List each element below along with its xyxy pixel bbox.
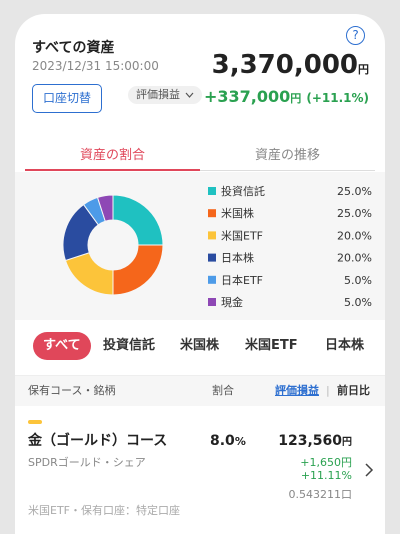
gain-value: +337,000 xyxy=(203,87,291,106)
unit: % xyxy=(234,435,246,448)
tab-underline xyxy=(25,169,200,171)
col-name: 保有コース・銘柄 xyxy=(28,384,116,397)
col-daily[interactable]: 前日比 xyxy=(337,384,370,397)
holding-gain: +1,650円 xyxy=(300,456,352,469)
legend-swatch xyxy=(208,275,216,284)
gain-pct: (+11.1%) xyxy=(306,91,369,105)
legend-value: 25.0% xyxy=(337,185,372,198)
legend-swatch xyxy=(208,231,216,240)
tab[interactable]: 資産の推移 xyxy=(254,148,320,163)
filter-chip[interactable]: 投資信託 xyxy=(103,338,156,353)
amount: 123,560 xyxy=(278,433,342,449)
gain: +337,000円 (+11.1%) xyxy=(204,87,369,106)
holding-gain-pct: +11.11% xyxy=(300,469,352,482)
legend-label: 米国株 xyxy=(221,206,254,220)
legend-value: 25.0% xyxy=(337,207,372,220)
legend-label: 日本株 xyxy=(221,251,254,265)
filter-chip[interactable]: 日本株 xyxy=(325,338,365,353)
unit: 円 xyxy=(342,437,352,448)
legend-label: 米国ETF xyxy=(221,229,263,242)
legend-value: 5.0% xyxy=(344,274,372,287)
total-value: 3,370,000 xyxy=(211,50,358,80)
filter-chip-active[interactable]: すべて xyxy=(33,332,91,360)
legend-swatch xyxy=(208,209,216,218)
col-gain[interactable]: 評価損益 xyxy=(275,384,319,397)
total: 3,370,000円 xyxy=(212,50,369,80)
legend-value: 5.0% xyxy=(344,296,372,309)
donut-slice xyxy=(112,194,164,246)
col-ratio: 割合 xyxy=(212,384,234,397)
holding-ratio: 8.0% xyxy=(210,430,246,449)
legend-value: 20.0% xyxy=(337,229,372,242)
chevron xyxy=(185,92,194,98)
donut-slice xyxy=(96,194,114,222)
donut-slice xyxy=(112,244,164,296)
page: すべての資産 ? 2023/12/31 15:00:00 3,370,000円 … xyxy=(15,14,385,534)
switch-button[interactable]: 口座切替 xyxy=(32,84,102,113)
holding-footer: 米国ETF・保有口座：特定口座 xyxy=(28,504,180,517)
legend-label: 投資信託 xyxy=(221,184,265,198)
gain-selector[interactable]: 評価損益 xyxy=(128,86,202,104)
legend-swatch xyxy=(208,298,216,306)
help-icon[interactable]: ? xyxy=(346,26,365,45)
legend-swatch xyxy=(208,253,216,262)
label: 評価損益 xyxy=(136,88,180,101)
legend-label: 日本ETF xyxy=(221,273,263,287)
legend-label: 現金 xyxy=(221,295,243,309)
legend-value: 20.0% xyxy=(337,252,372,265)
filter-chip[interactable]: 米国ETF xyxy=(245,338,298,353)
filter-chip[interactable]: 米国株 xyxy=(180,338,220,353)
ratio: 8.0 xyxy=(210,433,235,449)
row-chevron[interactable] xyxy=(364,463,374,477)
tab-active[interactable]: 資産の割合 xyxy=(79,148,145,163)
donut-slice xyxy=(64,252,114,296)
legend-swatch xyxy=(208,187,216,195)
unit: 円 xyxy=(290,92,302,105)
color-tag xyxy=(28,420,42,424)
datetime: 2023/12/31 15:00:00 xyxy=(32,59,159,73)
screen: すべての資産 ? 2023/12/31 15:00:00 3,370,000円 … xyxy=(15,14,385,534)
chart-panel: 投資信託 25.0% 米国株 25.0% 米国ETF 20.0% 日本株 20.0% 日本ETF… xyxy=(15,172,385,320)
title: すべての資産 xyxy=(32,40,115,56)
holding-units: 0.543211口 xyxy=(288,488,353,501)
holding-name[interactable]: 金（ゴールド）コース xyxy=(28,433,168,449)
separator: | xyxy=(326,384,330,397)
filter-bar: すべて 投資信託 米国株 米国ETF 日本株 xyxy=(15,332,385,362)
donut-chart: 投資信託 25.0% 米国株 25.0% 米国ETF 20.0% 日本株 20.0% 日本ETF… xyxy=(62,184,372,309)
unit: 円 xyxy=(358,63,369,76)
tab-line xyxy=(200,170,375,171)
table-header: 保有コース・銘柄 割合 評価損益 | 前日比 xyxy=(15,375,385,406)
holding-sub: SPDRゴールド・シェア xyxy=(28,456,146,469)
holding-amount: 123,560円 xyxy=(278,430,352,449)
